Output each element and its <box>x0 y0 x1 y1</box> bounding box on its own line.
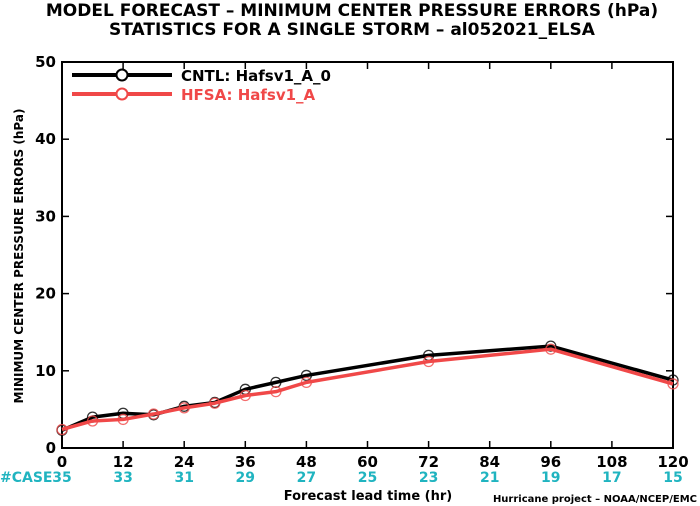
case-count: 31 <box>174 470 193 486</box>
legend-entry: HFSA: Hafsv1_A <box>181 86 316 104</box>
x-tick-label: 72 <box>418 453 439 471</box>
x-tick-label: 0 <box>57 453 67 471</box>
plot-area: 0 10 20 30 40 50 0 12 24 36 48 60 72 84 96 108 120 35 33 31… <box>35 53 689 486</box>
data-point <box>667 374 679 386</box>
case-count: 25 <box>358 470 377 486</box>
data-point <box>270 385 282 398</box>
data-point <box>545 343 557 355</box>
x-tick-label: 60 <box>357 453 378 471</box>
data-point <box>667 378 679 390</box>
data-point <box>300 369 313 382</box>
case-count: 27 <box>297 470 316 486</box>
x-tick-label: 48 <box>296 453 317 471</box>
data-point <box>56 423 68 436</box>
data-point <box>270 376 282 389</box>
data-point <box>117 413 129 426</box>
x-tick-label: 12 <box>113 453 134 471</box>
case-count: 35 <box>52 470 71 486</box>
x-tick-label: 120 <box>657 453 688 471</box>
series-line <box>61 347 674 432</box>
legend-marker <box>115 87 129 101</box>
data-point <box>86 415 99 427</box>
y-axis-label: MINIMUM CENTER PRESSURE ERRORS (hPa) <box>12 109 26 404</box>
case-count: 21 <box>480 470 499 486</box>
x-tick-label: 24 <box>174 453 195 471</box>
y-tick-label: 20 <box>35 285 56 303</box>
case-count: 29 <box>236 470 255 486</box>
legend-marker <box>115 68 129 82</box>
data-point <box>422 355 435 368</box>
y-tick-label: 30 <box>35 207 56 225</box>
y-tick-label: 10 <box>35 362 56 380</box>
chart-title: MODEL FORECAST – MINIMUM CENTER PRESSURE… <box>46 1 658 21</box>
case-count: 33 <box>113 470 132 486</box>
x-tick-label: 96 <box>540 453 561 471</box>
y-tick-label: 50 <box>35 53 56 71</box>
data-point <box>239 389 251 402</box>
y-tick-label: 0 <box>46 439 56 457</box>
case-count: 15 <box>663 470 682 486</box>
credit-text: Hurricane project – NOAA/NCEP/EMC <box>493 494 697 505</box>
plot-frame <box>61 61 674 449</box>
legend-entry: CNTL: Hafsv1_A_0 <box>181 67 331 85</box>
case-label: #CASE <box>0 470 53 486</box>
data-point <box>209 397 221 409</box>
case-count: 17 <box>602 470 621 486</box>
x-tick-label: 108 <box>596 453 627 471</box>
chart-subtitle: STATISTICS FOR A SINGLE STORM – al052021… <box>109 20 596 40</box>
data-point <box>545 340 557 352</box>
case-count: 19 <box>541 470 560 486</box>
y-tick-label: 40 <box>35 130 56 148</box>
x-tick-label: 36 <box>235 453 256 471</box>
case-count: 23 <box>419 470 438 486</box>
data-point <box>178 402 190 414</box>
data-point <box>147 408 160 420</box>
x-axis-label: Forecast lead time (hr) <box>284 489 452 504</box>
data-point <box>300 376 313 389</box>
x-tick-label: 84 <box>479 453 500 471</box>
